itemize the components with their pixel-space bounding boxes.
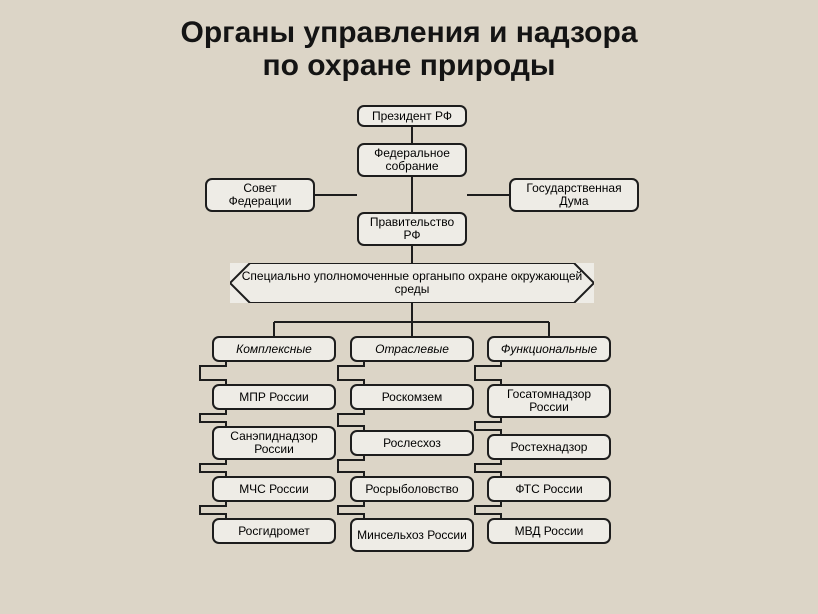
node-fed: Федеральное собрание bbox=[357, 143, 467, 177]
node-c3: ФТС России bbox=[487, 476, 611, 502]
node-gov: Правительство РФ bbox=[357, 212, 467, 246]
node-b1: Роскомзем bbox=[350, 384, 474, 410]
node-label: Федеральное собрание bbox=[363, 147, 461, 172]
node-label: Президент РФ bbox=[372, 110, 452, 123]
node-label: МВД России bbox=[515, 525, 584, 538]
node-label: Функциональные bbox=[501, 343, 597, 356]
node-duma: Государственная Дума bbox=[509, 178, 639, 212]
node-cat2: Отраслевые bbox=[350, 336, 474, 362]
node-b3: Росрыболовство bbox=[350, 476, 474, 502]
node-sovet: Совет Федерации bbox=[205, 178, 315, 212]
node-label: Роскомзем bbox=[382, 391, 443, 404]
node-a3: МЧС России bbox=[212, 476, 336, 502]
diamond-special-bodies: Специально уполномоченные органыпо охран… bbox=[230, 263, 594, 303]
node-label: МЧС России bbox=[239, 483, 308, 496]
node-label: Росрыболовство bbox=[365, 483, 458, 496]
node-pres: Президент РФ bbox=[357, 105, 467, 127]
node-cat3: Функциональные bbox=[487, 336, 611, 362]
node-label: Государственная Дума bbox=[515, 182, 633, 207]
node-label: ФТС России bbox=[515, 483, 582, 496]
node-c1: Госатомнадзор России bbox=[487, 384, 611, 418]
node-label: Правительство РФ bbox=[363, 216, 461, 241]
node-a4: Росгидромет bbox=[212, 518, 336, 544]
node-a2: Санэпиднадзор России bbox=[212, 426, 336, 460]
node-label: Росгидромет bbox=[238, 525, 310, 538]
node-label: Комплексные bbox=[236, 343, 312, 356]
node-label: Санэпиднадзор России bbox=[218, 430, 330, 455]
node-a1: МПР России bbox=[212, 384, 336, 410]
node-c4: МВД России bbox=[487, 518, 611, 544]
node-label: Госатомнадзор России bbox=[493, 388, 605, 413]
node-cat1: Комплексные bbox=[212, 336, 336, 362]
node-label: МПР России bbox=[239, 391, 309, 404]
node-b2: Рослесхоз bbox=[350, 430, 474, 456]
node-label: Совет Федерации bbox=[211, 182, 309, 207]
node-b4: Минсельхоз России bbox=[350, 518, 474, 552]
node-label: Рослесхоз bbox=[383, 437, 441, 450]
node-label: Ростехнадзор bbox=[511, 441, 588, 454]
node-c2: Ростехнадзор bbox=[487, 434, 611, 460]
node-label: Отраслевые bbox=[375, 343, 449, 356]
node-label: Минсельхоз России bbox=[357, 529, 467, 542]
